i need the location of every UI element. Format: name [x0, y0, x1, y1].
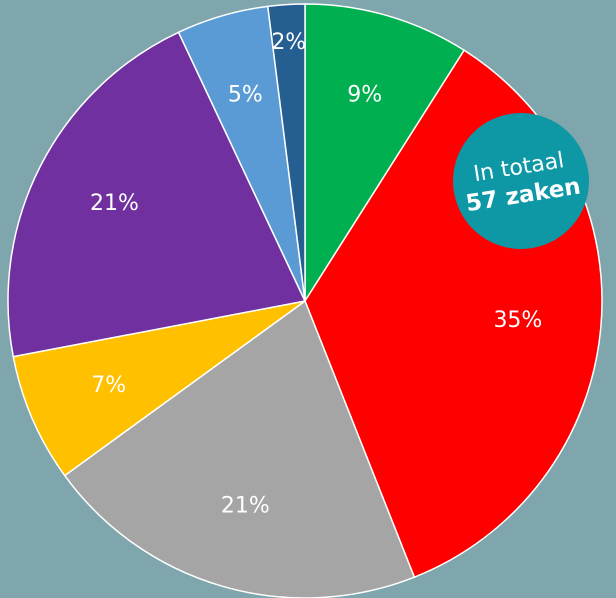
slice — [266, 3, 306, 302]
slice-label: 7% — [91, 373, 126, 398]
slice-labels: 9% 35% 21% 7% 21% 5% 2% — [90, 30, 542, 518]
slice-label: 35% — [493, 308, 542, 333]
pie — [7, 3, 603, 598]
slice — [12, 300, 306, 477]
slice-label: 9% — [347, 83, 382, 108]
slice-label: 21% — [90, 191, 139, 216]
slice — [7, 31, 307, 358]
slice — [304, 3, 466, 304]
badge-circle — [453, 113, 589, 249]
slice-label: 21% — [221, 493, 270, 518]
total-badge: In totaal 57 zaken — [453, 113, 589, 249]
slice-label: 5% — [228, 83, 263, 108]
slice — [63, 299, 416, 598]
slice-label: 2% — [271, 30, 306, 55]
